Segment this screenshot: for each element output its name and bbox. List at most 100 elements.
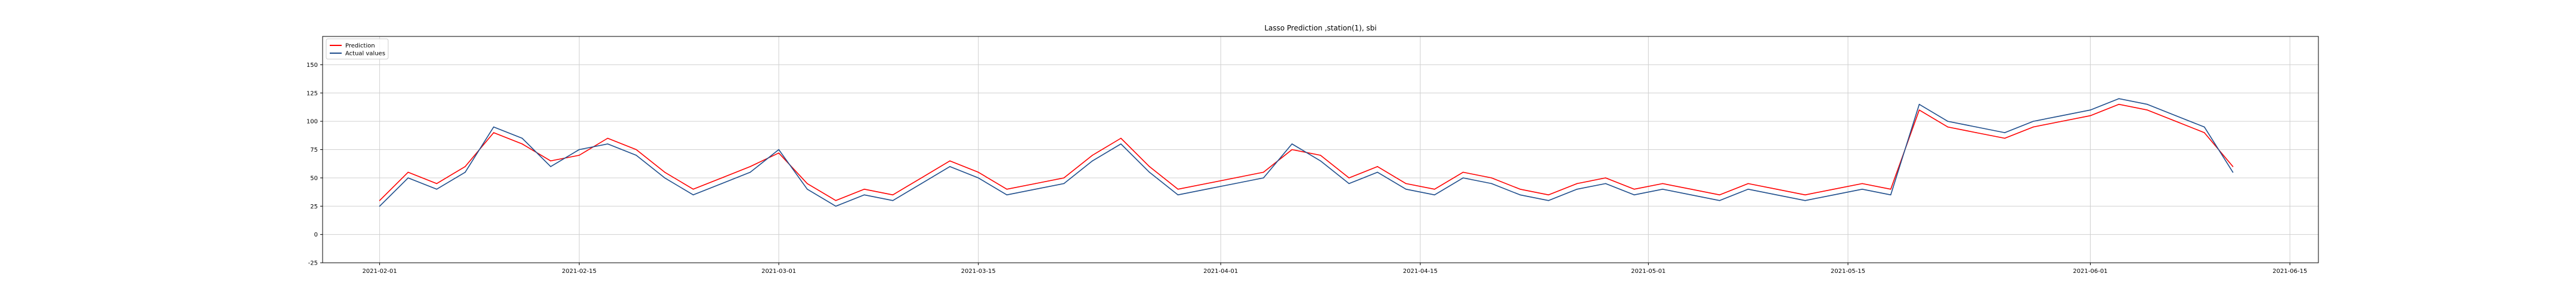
data-point: [921, 177, 922, 179]
y-tick-label: 150: [306, 62, 318, 69]
data-point: [1662, 189, 1664, 190]
data-point: [1462, 177, 1464, 179]
data-point: [1405, 189, 1407, 190]
x-tick-label: 2021-02-01: [363, 268, 397, 275]
data-point: [1291, 143, 1293, 145]
data-point: [1548, 194, 1549, 196]
data-point: [436, 189, 438, 190]
data-point: [721, 183, 723, 185]
data-point: [1148, 171, 1150, 173]
data-point: [465, 171, 466, 173]
data-point: [1804, 194, 1806, 196]
data-point: [2089, 109, 2091, 110]
data-point: [1092, 160, 1093, 162]
data-point: [1063, 177, 1064, 179]
data-point: [1633, 194, 1635, 196]
data-point: [921, 183, 922, 185]
data-point: [407, 177, 409, 179]
data-point: [1605, 183, 1606, 185]
series-line: [379, 98, 2234, 207]
data-point: [607, 137, 608, 139]
data-point: [807, 189, 808, 190]
data-point: [1148, 166, 1150, 167]
data-point: [2033, 126, 2034, 128]
data-point: [1006, 194, 1008, 196]
data-point: [578, 155, 580, 156]
data-point: [1577, 183, 1578, 185]
data-point: [835, 205, 837, 207]
data-point: [1206, 189, 1207, 190]
data-point: [977, 171, 979, 173]
x-tick-label: 2021-06-15: [2272, 268, 2307, 275]
data-point: [521, 137, 523, 139]
data-point: [1976, 132, 1977, 133]
data-point: [1577, 189, 1578, 190]
data-point: [1976, 126, 1977, 128]
data-point: [407, 171, 409, 173]
data-point: [1719, 200, 1720, 201]
data-point: [436, 183, 438, 185]
data-point: [1605, 177, 1606, 179]
data-point: [2033, 121, 2034, 122]
data-point: [1377, 166, 1378, 167]
data-point: [550, 166, 552, 167]
x-tick-label: 2021-03-15: [961, 268, 996, 275]
data-point: [1234, 183, 1236, 185]
data-point: [1377, 171, 1378, 173]
data-point: [863, 189, 865, 190]
data-point: [2175, 121, 2176, 122]
data-point: [379, 205, 380, 207]
data-point: [664, 171, 665, 173]
data-point: [2061, 121, 2063, 122]
data-point: [2232, 171, 2234, 173]
data-point: [1035, 189, 1036, 190]
y-tick-label: 25: [310, 204, 318, 210]
axis-layer: -25 0 25 50 75 100 125 150 2021-02-01 2021-02-15 2…: [306, 62, 2307, 275]
x-tick-label: 2021-02-15: [562, 268, 596, 275]
x-tick-label: 2021-06-01: [2073, 268, 2107, 275]
data-point: [2175, 115, 2176, 116]
data-point: [692, 189, 694, 190]
data-point: [2061, 115, 2063, 116]
data-point: [2203, 132, 2205, 133]
x-tick-label: 2021-03-01: [761, 268, 796, 275]
data-point: [1462, 171, 1464, 173]
data-point: [1263, 177, 1264, 179]
y-tick-label: 75: [310, 147, 318, 153]
data-point: [2118, 103, 2120, 105]
data-point: [1519, 189, 1521, 190]
data-point: [1947, 121, 1949, 122]
data-point: [1776, 194, 1778, 196]
data-point: [2089, 115, 2091, 116]
data-point: [2203, 126, 2205, 128]
y-tick-label: 100: [306, 119, 318, 125]
data-point: [692, 194, 694, 196]
data-point: [578, 149, 580, 150]
data-point: [493, 126, 494, 128]
y-tick-label: 0: [314, 232, 318, 238]
data-point: [1291, 149, 1293, 150]
data-point: [1120, 137, 1122, 139]
data-point: [1776, 189, 1778, 190]
data-point: [550, 160, 552, 162]
data-point: [1434, 194, 1435, 196]
data-point: [1348, 183, 1350, 185]
data-point: [1120, 143, 1122, 145]
data-point: [379, 200, 380, 201]
data-point: [1035, 183, 1036, 185]
data-point: [892, 194, 894, 196]
data-point: [1633, 189, 1635, 190]
legend-label: Actual values: [345, 51, 385, 57]
data-point: [2118, 98, 2120, 99]
data-point: [1177, 194, 1179, 196]
data-point: [636, 155, 637, 156]
data-point: [892, 200, 894, 201]
data-point: [493, 132, 494, 133]
y-tick-label: 50: [310, 175, 318, 182]
data-point: [2004, 137, 2005, 139]
data-point: [664, 177, 665, 179]
data-point: [1206, 183, 1207, 185]
